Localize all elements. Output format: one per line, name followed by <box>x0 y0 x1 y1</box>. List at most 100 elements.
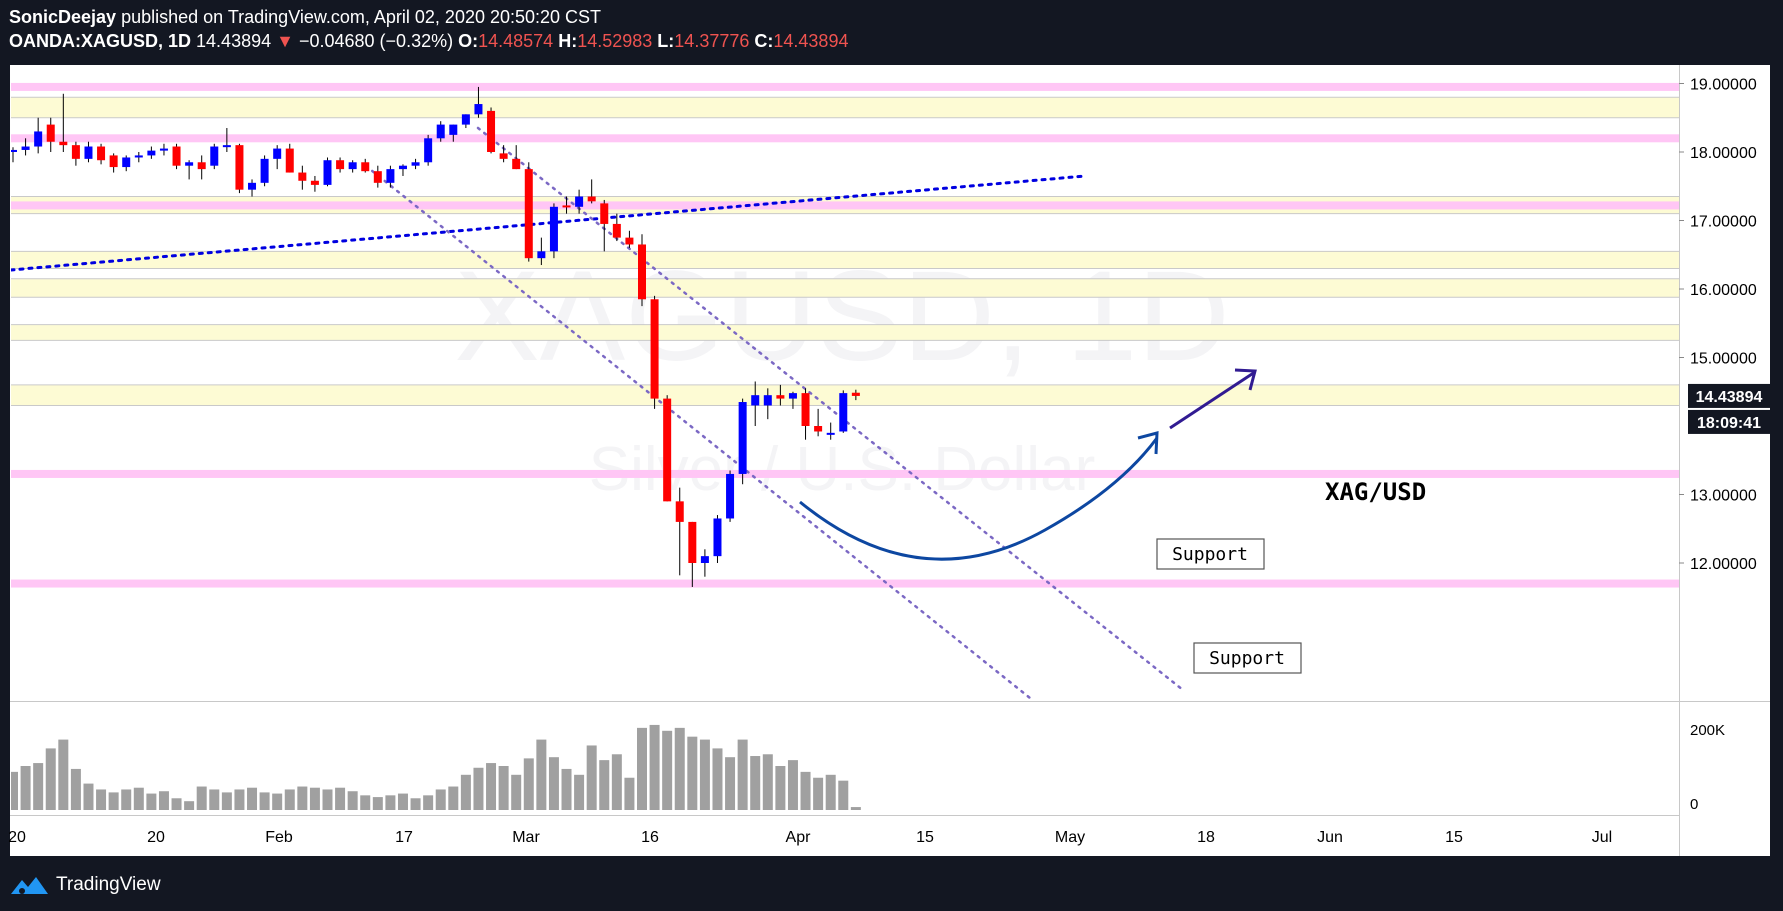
volume-bar[interactable] <box>712 748 723 810</box>
volume-bar[interactable] <box>423 795 434 810</box>
candle[interactable] <box>197 155 206 180</box>
volume-axis[interactable]: 200K 0 <box>1690 722 1725 813</box>
candle[interactable] <box>361 158 370 173</box>
volume-bar[interactable] <box>523 758 534 810</box>
candle[interactable] <box>172 143 181 170</box>
candle[interactable] <box>788 391 797 409</box>
volume-bar[interactable] <box>737 739 748 810</box>
volume-bar[interactable] <box>108 792 119 810</box>
volume-bar[interactable] <box>133 787 144 810</box>
candle[interactable] <box>285 143 294 173</box>
resistance-zone[interactable] <box>11 324 1679 341</box>
candle[interactable] <box>763 388 772 420</box>
support-line[interactable] <box>11 201 1679 210</box>
volume-bar[interactable] <box>624 777 635 810</box>
candle[interactable] <box>21 138 30 156</box>
volume-bar[interactable] <box>209 789 220 810</box>
resistance-zone[interactable] <box>11 97 1679 118</box>
volume-bar[interactable] <box>184 801 195 810</box>
author-name[interactable]: SonicDeejay <box>9 7 117 27</box>
candle[interactable] <box>688 521 697 587</box>
volume-bar[interactable] <box>561 768 572 810</box>
candle[interactable] <box>600 199 609 252</box>
volume-bar[interactable] <box>8 771 18 810</box>
volume-bar[interactable] <box>838 780 849 810</box>
candle[interactable] <box>411 158 420 170</box>
support-box-1[interactable] <box>1156 538 1265 570</box>
candle[interactable] <box>159 143 168 156</box>
footer-brand[interactable]: TradingView <box>56 874 161 895</box>
volume-bar[interactable] <box>674 727 685 810</box>
price-axis[interactable]: 19.00000 18.00000 17.00000 16.00000 15.00000… <box>1679 77 1757 574</box>
candle[interactable] <box>512 145 521 170</box>
candle[interactable] <box>59 93 68 152</box>
volume-bar[interactable] <box>649 724 660 810</box>
candle[interactable] <box>461 114 470 129</box>
candle[interactable] <box>549 203 558 259</box>
candle[interactable] <box>487 107 496 154</box>
candle[interactable] <box>499 145 508 163</box>
candle[interactable] <box>84 141 93 163</box>
volume-bar[interactable] <box>335 787 346 810</box>
support-line[interactable] <box>11 82 1679 91</box>
candle[interactable] <box>336 157 345 173</box>
candle[interactable] <box>122 155 131 172</box>
candle[interactable] <box>537 237 546 266</box>
candle[interactable] <box>134 152 143 163</box>
candle[interactable] <box>298 165 307 190</box>
projection-curve[interactable] <box>799 437 1159 561</box>
candle[interactable] <box>713 515 722 563</box>
candle[interactable] <box>663 395 672 502</box>
candle[interactable] <box>210 143 219 170</box>
candle[interactable] <box>398 164 407 176</box>
candle[interactable] <box>562 196 571 214</box>
volume-bar[interactable] <box>158 791 169 810</box>
volume-bar[interactable] <box>813 777 824 810</box>
volume-bar[interactable] <box>511 774 522 810</box>
support-box-2[interactable] <box>1193 642 1302 674</box>
volume-bar[interactable] <box>247 787 258 810</box>
candle[interactable] <box>449 124 458 142</box>
volume-bar[interactable] <box>800 771 811 810</box>
volume-bar[interactable] <box>662 730 673 810</box>
volume-bar[interactable] <box>70 768 81 810</box>
volume-bar[interactable] <box>448 786 459 810</box>
channel-upper-line[interactable] <box>476 126 1185 692</box>
candle[interactable] <box>826 422 835 440</box>
volume-bar[interactable] <box>787 760 798 810</box>
candle[interactable] <box>638 234 646 307</box>
candle[interactable] <box>726 470 735 522</box>
candle[interactable] <box>801 388 810 440</box>
candle[interactable] <box>575 189 584 214</box>
candle[interactable] <box>424 134 433 166</box>
volume-bar[interactable] <box>347 791 358 810</box>
volume-bar[interactable] <box>33 763 44 810</box>
volume-bar[interactable] <box>460 774 471 810</box>
volume-bar[interactable] <box>397 793 408 810</box>
candle[interactable] <box>373 165 382 188</box>
volume-bar[interactable] <box>83 783 94 810</box>
volume-bar[interactable] <box>322 789 333 810</box>
pair-annotation[interactable]: XAG/USD <box>1325 478 1426 506</box>
candle[interactable] <box>751 381 760 426</box>
volume-bar[interactable] <box>611 754 622 810</box>
volume-bar[interactable] <box>171 798 182 810</box>
candle[interactable] <box>34 117 43 154</box>
candle[interactable] <box>260 155 269 187</box>
candle[interactable] <box>323 157 332 187</box>
candle[interactable] <box>700 549 709 577</box>
channel-lower-line[interactable] <box>364 164 1032 700</box>
volume-bar[interactable] <box>20 766 31 810</box>
volume-bar[interactable] <box>574 774 585 810</box>
volume-bar[interactable] <box>586 745 597 810</box>
volume-bar[interactable] <box>96 789 107 810</box>
rising-trendline[interactable] <box>11 174 1087 272</box>
volume-bar[interactable] <box>599 760 610 810</box>
candle[interactable] <box>612 213 621 242</box>
candle[interactable] <box>348 160 357 173</box>
projection-arrow[interactable] <box>1169 370 1256 430</box>
candle[interactable] <box>738 398 747 485</box>
volume-bar[interactable] <box>385 795 396 810</box>
volume-bar[interactable] <box>284 789 295 810</box>
